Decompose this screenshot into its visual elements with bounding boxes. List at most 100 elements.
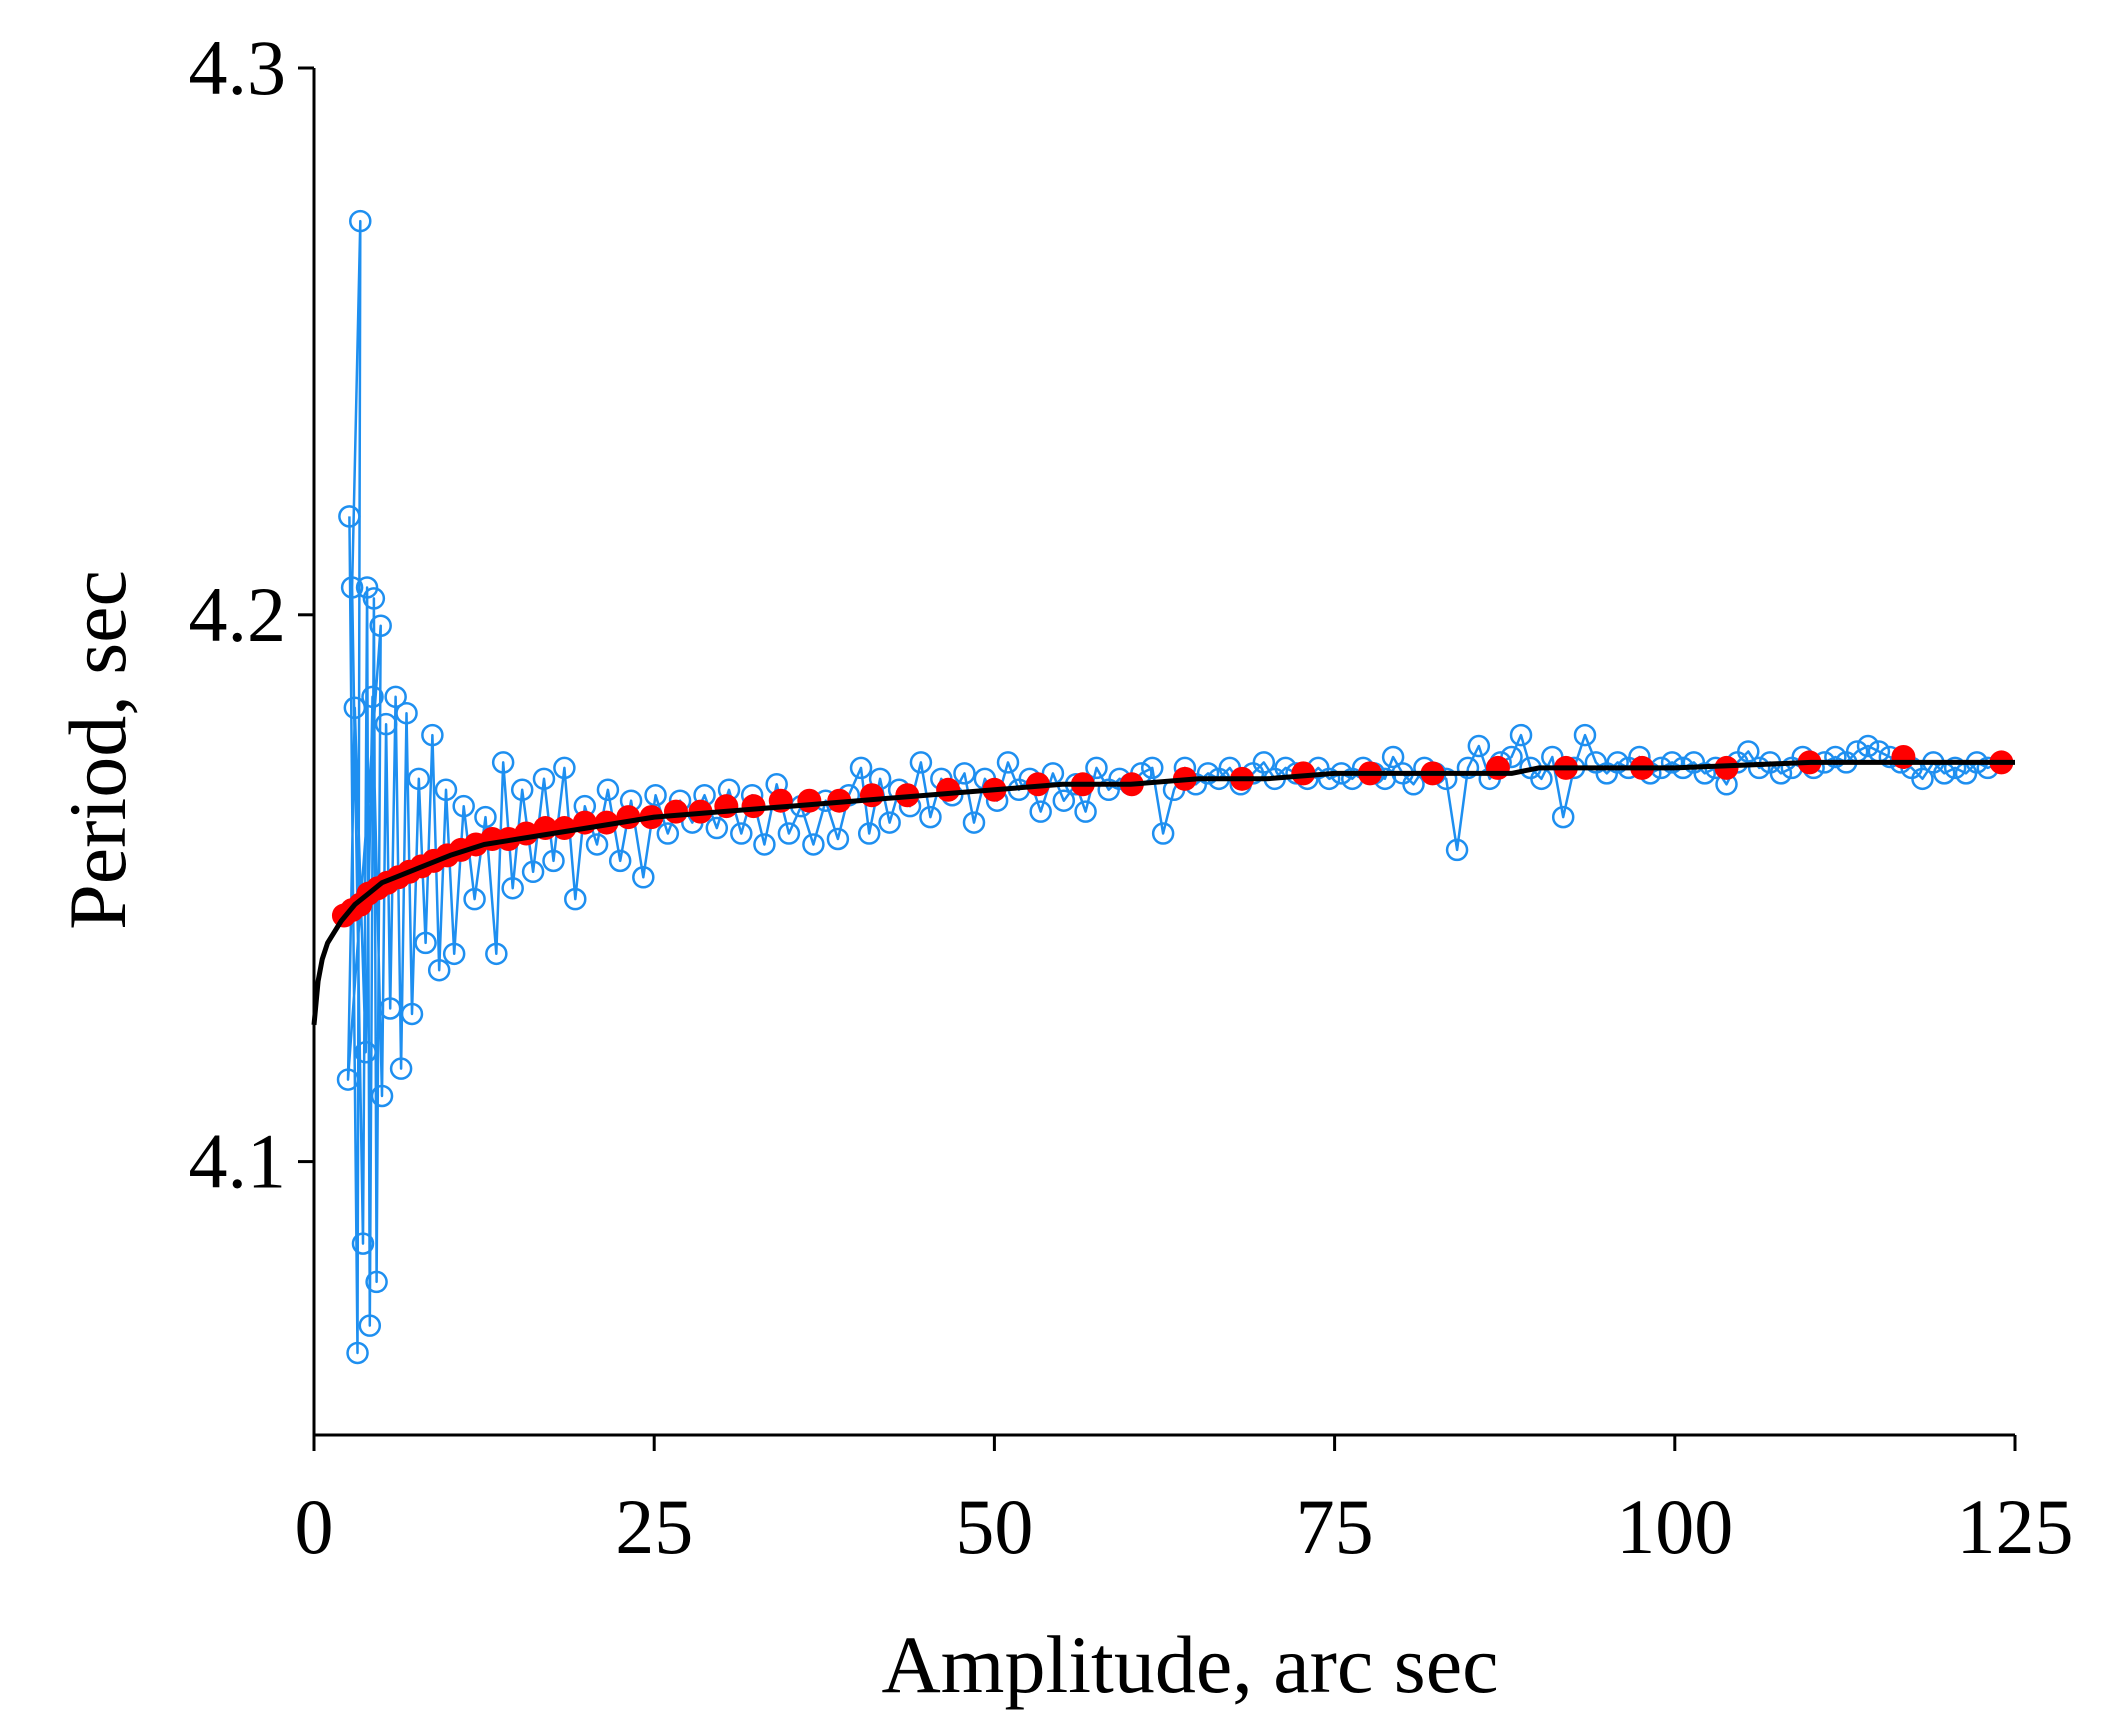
y-tick-label: 4.2 <box>189 571 287 658</box>
raw-data-point <box>553 756 576 780</box>
raw-data-point <box>442 942 466 966</box>
raw-data-point <box>510 778 534 802</box>
raw-data-point <box>1856 734 1880 758</box>
x-tick-label: 25 <box>615 1483 693 1570</box>
raw-data-point <box>1317 767 1341 791</box>
raw-data-point <box>370 1084 394 1108</box>
x-tick-label: 0 <box>295 1483 334 1570</box>
raw-data-point <box>996 751 1020 774</box>
raw-data-point <box>1606 751 1629 774</box>
raw-data-point <box>378 997 402 1020</box>
axis-ticks: 0 25 50 75 100 125 4.1 4.2 4.3 <box>189 24 2074 1570</box>
raw-data-point <box>463 887 486 911</box>
binned-data-point <box>1485 755 1510 780</box>
raw-data-point <box>1029 800 1052 823</box>
raw-data-point <box>608 849 632 873</box>
raw-data-point <box>384 685 407 709</box>
raw-data-point <box>705 816 729 840</box>
x-axis-title: Amplitude, arc sec <box>881 1619 1498 1710</box>
binned-data-point <box>714 794 739 819</box>
raw-data-point <box>962 811 986 834</box>
raw-data-point <box>421 723 444 747</box>
binned-data-point <box>859 783 884 808</box>
binned-data-point <box>1891 744 1916 769</box>
raw-data-point <box>1737 740 1760 763</box>
y-axis-title: Period, sec <box>52 570 143 930</box>
raw-data-point <box>358 1314 382 1337</box>
raw-data-point <box>953 762 976 785</box>
plot-data-layer <box>311 209 2015 1365</box>
binned-data-point <box>936 777 961 802</box>
x-tick-label: 125 <box>1957 1483 2074 1570</box>
raw-data-point <box>1381 745 1405 769</box>
raw-data-point <box>849 756 873 780</box>
raw-data-point <box>857 822 881 845</box>
raw-data-point <box>632 866 655 889</box>
raw-data-point <box>338 505 361 528</box>
raw-data-point <box>521 860 545 884</box>
x-tick-label: 100 <box>1616 1483 1733 1570</box>
raw-data-point <box>1747 756 1771 780</box>
raw-data-point <box>346 1341 369 1365</box>
raw-data-point <box>336 1068 360 1091</box>
raw-data-point <box>532 767 556 791</box>
raw-data-point <box>542 849 565 873</box>
raw-data-point <box>427 958 451 982</box>
raw-data-point <box>400 1002 424 1026</box>
raw-data-point <box>340 576 364 599</box>
x-tick-label: 50 <box>955 1483 1033 1570</box>
raw-data-point <box>354 1040 377 1064</box>
raw-data-point <box>1196 762 1220 785</box>
raw-data-point <box>826 827 850 851</box>
raw-data-point <box>753 833 776 856</box>
raw-data-point <box>1660 751 1684 774</box>
raw-data-point <box>1943 756 1967 780</box>
raw-data-point <box>491 751 515 774</box>
raw-data-point <box>452 794 475 818</box>
raw-data-point <box>1252 751 1276 774</box>
raw-data-point <box>1052 789 1076 812</box>
binned-data-point <box>741 794 766 819</box>
raw-data-point <box>777 822 801 845</box>
raw-data-point <box>434 778 458 802</box>
raw-data-point <box>802 833 825 856</box>
raw-data-point <box>878 811 901 834</box>
binned-data-point <box>797 788 822 813</box>
raw-data-point <box>365 1270 388 1294</box>
fit-curve-line <box>311 759 2015 1026</box>
raw-data-point <box>656 822 680 845</box>
raw-data-point <box>343 696 367 720</box>
raw-data-point <box>1151 822 1175 845</box>
raw-data-point <box>1085 756 1108 780</box>
raw-data-point <box>389 1057 413 1080</box>
raw-data-point <box>374 712 398 736</box>
y-tick-label: 4.1 <box>189 1118 287 1205</box>
binned-data-point <box>616 805 641 830</box>
raw-data-point <box>1824 745 1847 769</box>
raw-data-point <box>1693 762 1716 785</box>
raw-data-point <box>1074 800 1097 823</box>
raw-data-point <box>909 751 933 774</box>
raw-data-point <box>349 209 372 233</box>
raw-data-point <box>395 701 418 725</box>
binned-data-point <box>1291 761 1316 786</box>
binned-data-point <box>663 799 688 824</box>
raw-data-point <box>1509 723 1533 747</box>
raw-data-point <box>351 1232 375 1255</box>
x-tick-label: 75 <box>1296 1483 1374 1570</box>
raw-data-point <box>585 833 609 856</box>
raw-data-point <box>1551 805 1575 829</box>
raw-data-point <box>644 783 667 807</box>
raw-data-point <box>1467 734 1491 758</box>
raw-data-point <box>361 685 384 709</box>
raw-data-point <box>414 931 437 955</box>
raw-data-point <box>1141 756 1164 780</box>
raw-data-point <box>1911 767 1934 791</box>
y-tick-label: 4.3 <box>189 24 287 111</box>
raw-data-point <box>919 805 942 829</box>
raw-data-point <box>1445 838 1469 862</box>
raw-data-point <box>501 876 524 900</box>
raw-data-point <box>355 576 379 599</box>
